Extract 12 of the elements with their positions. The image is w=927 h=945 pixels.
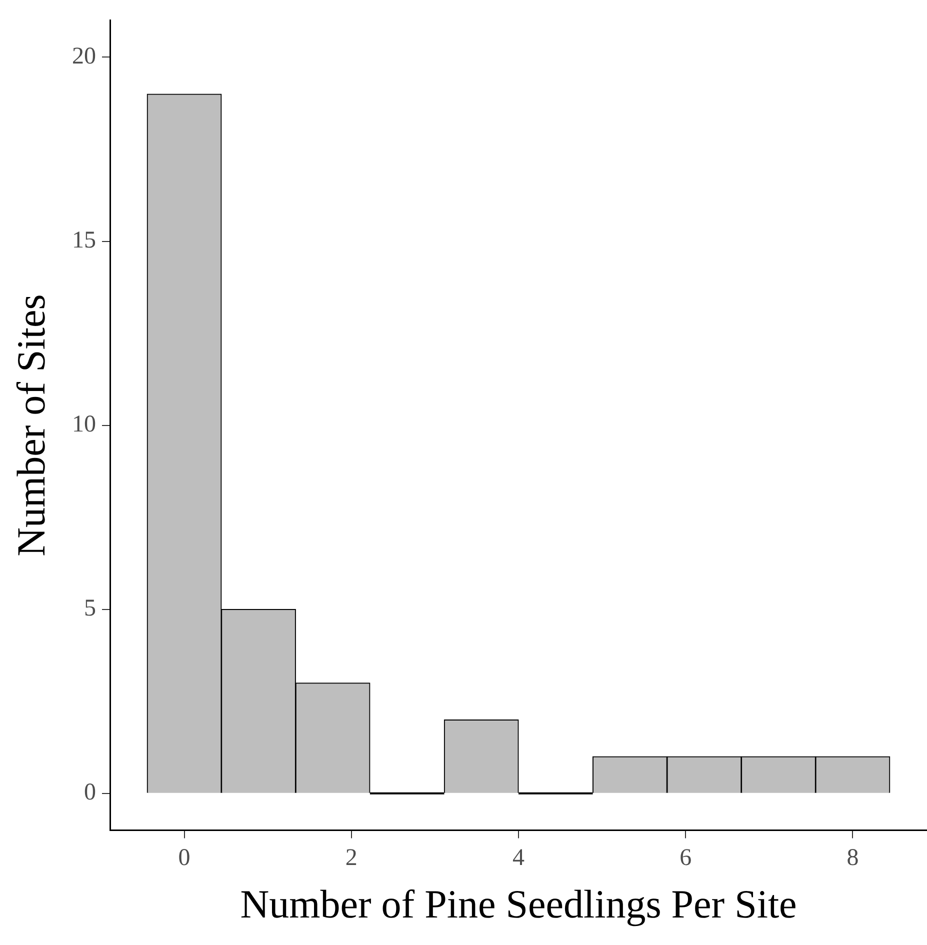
x-tick-label: 8 <box>846 844 859 871</box>
x-tick-label: 2 <box>345 844 358 871</box>
y-tick-label: 0 <box>84 780 96 806</box>
x-axis-title: Number of Pine Seedlings Per Site <box>240 882 797 926</box>
y-tick-label: 15 <box>72 228 96 254</box>
y-tick-label: 20 <box>72 44 96 70</box>
x-tick-label: 0 <box>178 844 190 871</box>
x-tick-label: 6 <box>680 844 692 871</box>
y-tick-label: 10 <box>72 412 96 438</box>
y-tick-label: 5 <box>84 596 96 622</box>
y-axis-title: Number of Sites <box>8 294 54 556</box>
x-tick-label: 4 <box>512 844 524 871</box>
